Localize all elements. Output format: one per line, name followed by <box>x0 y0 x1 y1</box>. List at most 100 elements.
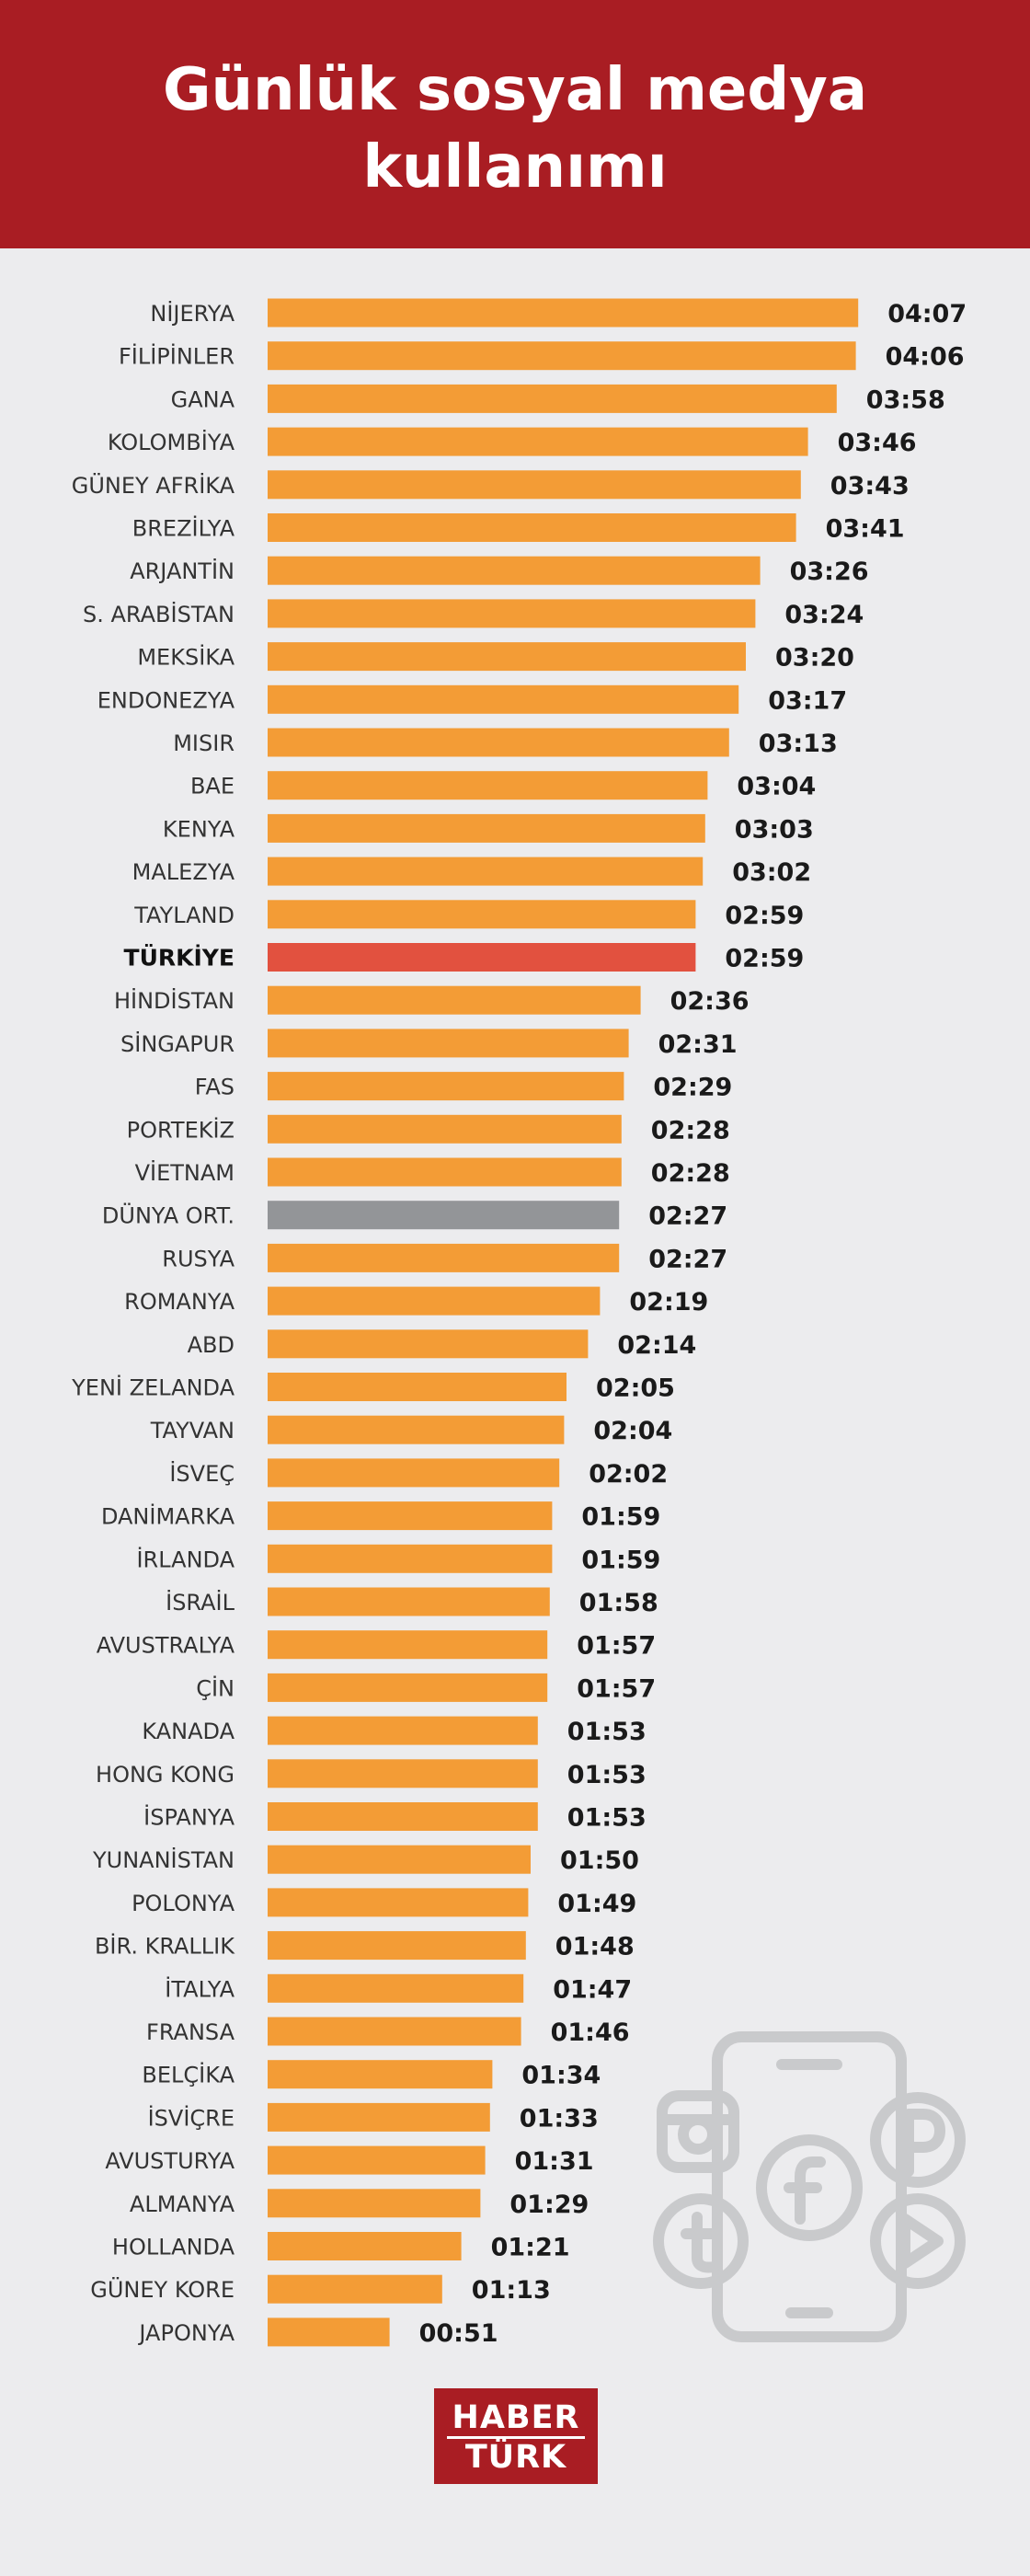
category-label: İSVİÇRE <box>148 2104 235 2131</box>
category-label: MISIR <box>173 730 235 756</box>
bar <box>268 985 641 1015</box>
tumblr-icon <box>653 2193 749 2289</box>
value-label: 01:31 <box>515 2147 594 2176</box>
value-label: 01:46 <box>551 2018 630 2047</box>
category-label: ROMANYA <box>124 1289 235 1315</box>
bar <box>268 384 837 413</box>
bar <box>268 599 756 628</box>
value-label: 03:04 <box>737 773 816 801</box>
bar <box>268 2017 521 2046</box>
bar <box>268 1716 538 1745</box>
value-label: 02:59 <box>725 902 804 930</box>
value-label: 04:06 <box>886 343 965 372</box>
category-label: BREZİLYA <box>132 515 235 542</box>
header-banner: Günlük sosyal medya kullanımı <box>0 0 1030 248</box>
category-label: İRLANDA <box>136 1546 235 1572</box>
social-media-illustration <box>653 2031 966 2342</box>
value-label: 01:59 <box>581 1546 660 1574</box>
bar <box>268 2189 481 2218</box>
value-label: 03:24 <box>784 601 864 629</box>
category-label: HİNDİSTAN <box>114 987 235 1014</box>
category-label: MEKSİKA <box>137 644 235 671</box>
category-label: BİR. KRALLIK <box>95 1933 235 1960</box>
bar <box>268 728 729 757</box>
bar <box>268 2274 442 2304</box>
logo-line-1: HABER <box>452 2399 580 2436</box>
value-label: 02:05 <box>596 1374 675 1403</box>
category-label: İSPANYA <box>143 1804 235 1831</box>
bar <box>268 1802 538 1831</box>
bar <box>268 857 704 886</box>
value-label: 01:29 <box>509 2191 589 2219</box>
title-line-1: Günlük sosyal medya <box>162 56 868 124</box>
bar <box>268 556 761 585</box>
bar <box>268 1029 629 1058</box>
bar <box>268 1458 560 1488</box>
value-label: 01:58 <box>579 1589 658 1617</box>
bar <box>268 1243 620 1272</box>
value-label: 02:27 <box>648 1245 727 1273</box>
instagram-icon <box>657 2090 739 2173</box>
bar <box>268 1373 566 1401</box>
bar <box>268 1415 565 1444</box>
category-label: HOLLANDA <box>112 2235 235 2260</box>
category-label: BELÇİKA <box>142 2062 235 2088</box>
bar-chart: NİJERYA 04:07 FİLİPİNLER 04:06 GANA 03:58 KOLO… <box>71 298 967 2348</box>
value-label: 03:41 <box>826 515 905 544</box>
category-label: KENYA <box>163 816 235 842</box>
category-label: RUSYA <box>162 1246 235 1271</box>
bar <box>268 1587 550 1616</box>
value-label: 01:53 <box>567 1761 647 1789</box>
value-label: 02:02 <box>589 1460 668 1489</box>
category-label: PORTEKİZ <box>127 1116 235 1143</box>
bar <box>268 1072 624 1101</box>
category-label: FRANSA <box>146 2019 235 2045</box>
bar <box>268 1329 589 1359</box>
category-label: YUNANİSTAN <box>92 1846 235 1873</box>
category-label: ABD <box>188 1332 235 1358</box>
category-label: İSVEÇ <box>169 1460 235 1487</box>
bar <box>268 2317 390 2347</box>
bar <box>268 771 708 800</box>
category-label: ÇİN <box>196 1674 235 1701</box>
value-label: 03:02 <box>732 858 811 887</box>
value-label: 03:26 <box>790 558 869 586</box>
value-label: 01:21 <box>491 2234 570 2262</box>
category-label: BAE <box>190 774 235 799</box>
bar <box>268 1931 526 1961</box>
logo-divider <box>447 2436 585 2439</box>
phone-icon <box>712 2031 907 2342</box>
logo-line-2: TÜRK <box>464 2439 567 2476</box>
bar <box>268 642 746 672</box>
category-label: POLONYA <box>132 1891 235 1916</box>
value-label: 03:43 <box>830 472 910 500</box>
value-label: 01:59 <box>581 1503 660 1532</box>
category-label: NİJERYA <box>150 300 235 327</box>
value-label: 01:57 <box>577 1674 656 1703</box>
bar <box>268 943 696 972</box>
category-label: AVUSTRALYA <box>97 1633 235 1659</box>
value-label: 01:48 <box>555 1933 635 1961</box>
bar <box>268 2145 486 2175</box>
value-label: 01:53 <box>567 1718 647 1746</box>
bar <box>268 2102 490 2132</box>
pinterest-icon <box>870 2092 966 2188</box>
category-label: ENDONEZYA <box>97 687 235 713</box>
value-label: 01:47 <box>553 1975 632 2004</box>
value-label: 03:20 <box>775 644 854 673</box>
category-label: TAYVAN <box>150 1418 235 1443</box>
title-line-2: kullanımı <box>362 133 668 201</box>
bar <box>268 1544 553 1573</box>
category-label: GÜNEY KORE <box>90 2276 235 2303</box>
value-label: 03:58 <box>866 385 945 414</box>
bar <box>268 341 856 371</box>
bar <box>268 1759 538 1788</box>
category-label: YENİ ZELANDA <box>71 1374 235 1401</box>
value-label: 03:17 <box>768 686 847 715</box>
haberturk-logo: HABER TÜRK <box>434 2388 598 2484</box>
category-label: ARJANTİN <box>130 558 235 584</box>
value-label: 01:53 <box>567 1804 647 1833</box>
bar <box>268 1501 553 1531</box>
bar <box>268 2060 493 2089</box>
category-label: SİNGAPUR <box>120 1030 235 1057</box>
